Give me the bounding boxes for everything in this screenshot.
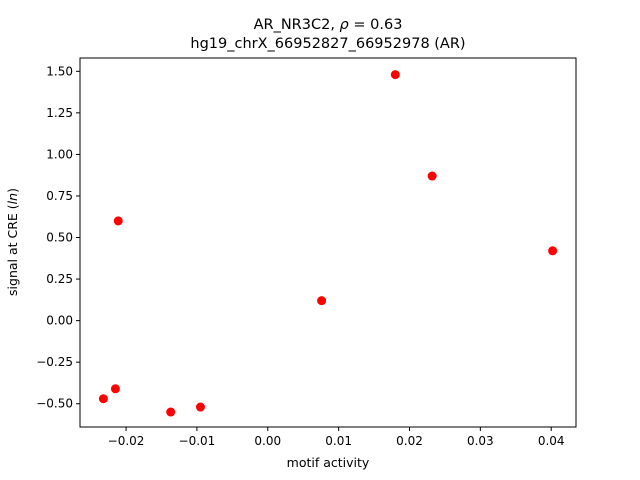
data-point [166, 407, 176, 417]
y-tick-label: 0.50 [46, 231, 73, 245]
y-tick-label: 0.00 [46, 314, 73, 328]
chart-title-line1: AR_NR3C2, ρ = 0.63 [254, 17, 403, 33]
data-point [98, 394, 108, 404]
data-point [110, 384, 120, 394]
y-tick-label: −0.50 [36, 397, 73, 411]
y-tick-label: −0.25 [36, 355, 73, 369]
x-tick-label: 0.01 [325, 434, 352, 448]
x-tick-label: 0.04 [538, 434, 565, 448]
data-point [548, 246, 558, 256]
data-points [98, 70, 558, 417]
chart-title-line2: hg19_chrX_66952827_66952978 (AR) [190, 36, 465, 52]
x-axis-label: motif activity [287, 455, 370, 470]
plot-area-frame [79, 57, 577, 428]
y-tick-label: 1.25 [46, 106, 73, 120]
x-tick-label: 0.00 [254, 434, 281, 448]
data-point [317, 296, 327, 306]
data-point [427, 171, 437, 181]
x-axis: −0.02 −0.01 0.00 0.01 0.02 0.03 0.04 [108, 427, 565, 448]
y-axis-label: signal at CRE (ln) [5, 188, 20, 296]
data-point [390, 70, 400, 80]
y-axis: −0.50 −0.25 0.00 0.25 0.50 0.75 1.00 1.25 1.50 [36, 64, 80, 411]
x-tick-label: 0.02 [396, 434, 423, 448]
x-tick-label: −0.02 [108, 434, 145, 448]
y-tick-label: 1.00 [46, 147, 73, 161]
data-point [195, 402, 205, 412]
y-tick-label: 1.50 [46, 64, 73, 78]
y-tick-label: 0.25 [46, 272, 73, 286]
x-tick-label: 0.03 [467, 434, 494, 448]
data-point [113, 216, 123, 226]
x-tick-label: −0.01 [179, 434, 216, 448]
y-tick-label: 0.75 [46, 189, 73, 203]
